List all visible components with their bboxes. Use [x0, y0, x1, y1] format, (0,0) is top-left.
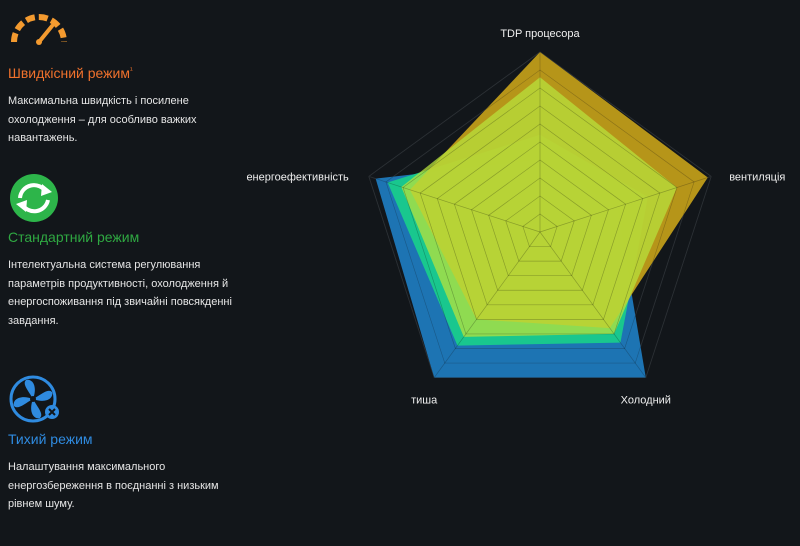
- refresh-cycle-icon: [10, 174, 58, 222]
- mode-title: Тихий режим: [8, 431, 93, 447]
- grid-ring-overlay: [488, 177, 592, 277]
- mode-description: Налаштування максимального енергозбереже…: [8, 461, 219, 510]
- grid-spoke-overlay: [539, 176, 712, 233]
- grid-spoke-overlay: [433, 231, 541, 378]
- grid-ring-overlay: [385, 69, 695, 364]
- mode-title: Стандартний режим: [8, 229, 140, 245]
- axis-label: енергоефективність: [246, 171, 349, 183]
- speedometer-icon: [11, 14, 67, 45]
- mode-standard: Стандартний режим Інтелектуальна система…: [8, 170, 238, 330]
- mode-description: Інтелектуальна система регулювання парам…: [8, 259, 232, 327]
- mode-silent: Тихий режим Налаштування максимального е…: [8, 372, 238, 514]
- grid-ring-overlay: [471, 159, 609, 291]
- grid-overlay: [368, 51, 712, 378]
- mode-turbo: Швидкісний режим¹ Максимальна швидкість …: [8, 6, 238, 148]
- grid-ring-overlay: [522, 213, 558, 247]
- grid-ring-overlay: [368, 51, 712, 378]
- grid-spoke-overlay: [368, 176, 541, 233]
- axis-label: Холодний: [621, 395, 671, 407]
- axis-label: TDP процесора: [500, 28, 580, 40]
- series-area-3: [401, 77, 677, 337]
- grid-ring-overlay: [436, 123, 644, 320]
- axis-label: вентиляція: [729, 171, 785, 183]
- grid-spoke-overlay: [539, 231, 647, 378]
- grid-ring-overlay: [505, 195, 575, 262]
- mode-description: Максимальна швидкість і посилене охолодж…: [8, 95, 197, 144]
- grid-ring-overlay: [419, 105, 661, 335]
- fan-icon: [9, 375, 59, 423]
- grid-ring-overlay: [402, 87, 678, 349]
- mode-title: Швидкісний режим¹: [8, 65, 133, 81]
- radar-series: [368, 51, 712, 378]
- grid-ring-overlay: [453, 141, 627, 306]
- axis-label: тиша: [411, 395, 438, 407]
